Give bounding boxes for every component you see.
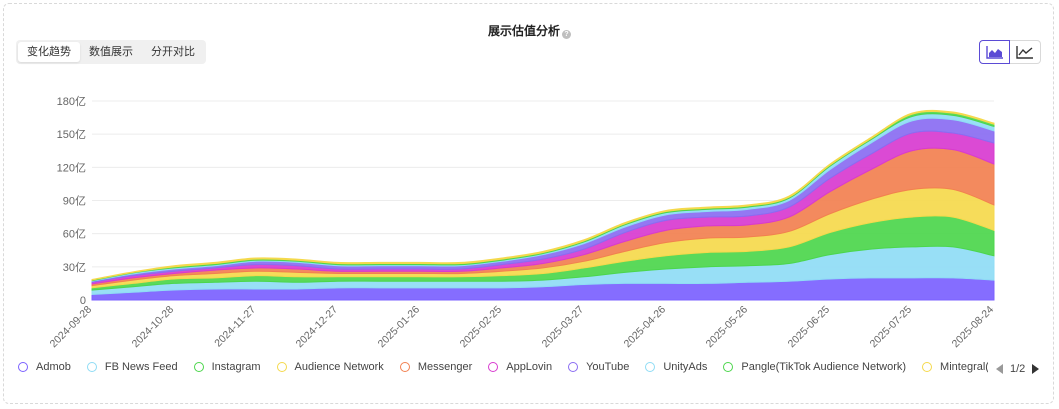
legend-marker-icon bbox=[86, 362, 97, 372]
x-tick-label: 2025-03-27 bbox=[540, 304, 587, 351]
x-tick-label: 2025-01-26 bbox=[376, 304, 423, 351]
legend-marker-icon bbox=[568, 362, 579, 372]
line-chart-icon bbox=[1016, 46, 1033, 59]
x-tick-label: 2025-02-25 bbox=[458, 304, 505, 351]
legend-label: UnityAds bbox=[663, 361, 708, 373]
legend-pager: 1/2 bbox=[996, 361, 1040, 377]
legend-item[interactable]: AppLovin bbox=[488, 361, 552, 373]
legend-label: YouTube bbox=[586, 361, 630, 373]
legend-marker-icon bbox=[645, 362, 656, 372]
area-chart-icon bbox=[985, 46, 1003, 59]
legend-label: Messenger bbox=[417, 361, 473, 373]
x-tick-label: 2024-09-28 bbox=[48, 304, 95, 351]
y-tick-label: 180亿 bbox=[57, 95, 86, 108]
legend-label: Instagram bbox=[211, 361, 261, 373]
legend-marker-icon bbox=[18, 362, 28, 372]
x-tick-label: 2025-07-25 bbox=[868, 304, 915, 351]
line-chart-button[interactable] bbox=[1010, 40, 1041, 64]
legend-label: Admob bbox=[36, 361, 71, 373]
tab-compare[interactable]: 分开对比 bbox=[151, 46, 195, 58]
chart-type-switch bbox=[979, 40, 1041, 64]
legend-next-icon[interactable] bbox=[1032, 364, 1040, 374]
legend-label: Audience Network bbox=[294, 361, 384, 373]
legend-item[interactable]: Pangle(TikTok Audience Network) bbox=[723, 361, 906, 373]
legend-marker-icon bbox=[193, 362, 204, 372]
legend-prev-icon[interactable] bbox=[996, 364, 1003, 374]
view-tabs: 变化趋势 数值展示 分开对比 bbox=[16, 40, 206, 64]
legend-label: FB News Feed bbox=[104, 361, 178, 373]
x-tick-label: 2024-12-27 bbox=[294, 304, 341, 351]
legend-marker-icon bbox=[922, 362, 933, 372]
legend: Admob FB News Feed Instagram Audience Netwo… bbox=[18, 361, 988, 377]
legend-marker-icon bbox=[399, 362, 410, 372]
y-tick-label: 120亿 bbox=[57, 161, 86, 174]
x-tick-label: 2024-10-28 bbox=[130, 304, 177, 351]
x-tick-label: 2024-11-27 bbox=[212, 304, 258, 350]
legend-label: Mintegral(Mobvista) bbox=[940, 361, 988, 373]
legend-item[interactable]: UnityAds bbox=[645, 361, 707, 373]
legend-marker-icon bbox=[723, 362, 734, 372]
legend-label: Pangle(TikTok Audience Network) bbox=[741, 361, 907, 373]
x-tick-label: 2025-05-26 bbox=[704, 304, 751, 351]
tab-trend[interactable]: 变化趋势 bbox=[18, 42, 80, 62]
tab-values[interactable]: 数值展示 bbox=[89, 46, 133, 58]
legend-item[interactable]: Admob bbox=[18, 361, 71, 373]
chart-title: 展示估值分析? bbox=[0, 22, 1059, 39]
legend-item[interactable]: Audience Network bbox=[276, 361, 384, 373]
legend-item[interactable]: Instagram bbox=[193, 361, 261, 373]
area-series-9 bbox=[91, 109, 995, 281]
legend-marker-icon bbox=[276, 362, 287, 372]
legend-item[interactable]: Messenger bbox=[399, 361, 473, 373]
y-tick-label: 60亿 bbox=[63, 228, 86, 241]
y-tick-label: 90亿 bbox=[63, 195, 86, 208]
x-tick-label: 2025-08-24 bbox=[950, 304, 997, 351]
legend-label: AppLovin bbox=[506, 361, 553, 373]
y-tick-label: 30亿 bbox=[63, 261, 86, 274]
legend-item[interactable]: YouTube bbox=[568, 361, 629, 373]
y-tick-label: 0 bbox=[80, 295, 86, 307]
y-tick-label: 150亿 bbox=[57, 128, 86, 141]
x-tick-label: 2025-04-26 bbox=[622, 304, 669, 351]
x-tick-label: 2025-06-25 bbox=[786, 304, 833, 351]
legend-item[interactable]: FB News Feed bbox=[86, 361, 178, 373]
legend-page-indicator: 1/2 bbox=[1010, 363, 1026, 375]
legend-marker-icon bbox=[488, 362, 499, 372]
legend-item[interactable]: Mintegral(Mobvista) bbox=[922, 361, 988, 373]
area-chart-button[interactable] bbox=[979, 40, 1010, 64]
help-icon[interactable]: ? bbox=[562, 30, 571, 39]
